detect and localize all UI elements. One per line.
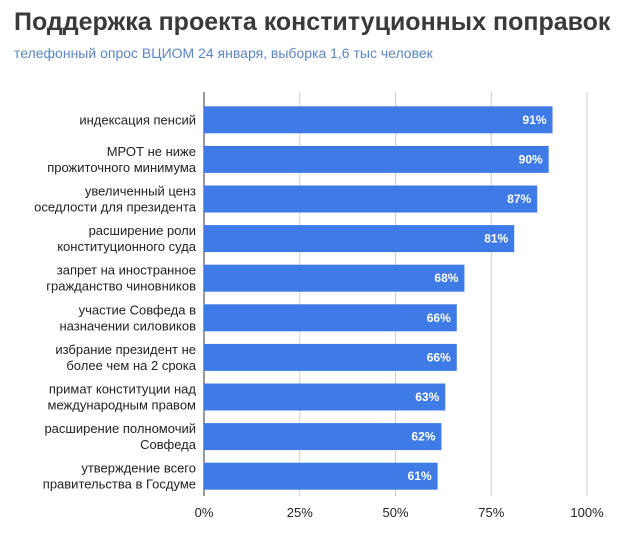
bar-value-label: 87% bbox=[507, 192, 531, 206]
chart-title: Поддержка проекта конституционных поправ… bbox=[14, 8, 611, 36]
category-label: прожиточного минимума bbox=[47, 160, 197, 175]
bar bbox=[204, 383, 446, 411]
bar-value-label: 62% bbox=[411, 430, 435, 444]
category-label: расширение роли bbox=[89, 223, 196, 238]
bar-value-label: 90% bbox=[519, 152, 543, 166]
bar-value-label: 91% bbox=[522, 113, 546, 127]
category-label: оседлости для президента bbox=[34, 200, 197, 215]
category-label: более чем на 2 срока bbox=[66, 358, 196, 373]
bars bbox=[204, 106, 553, 490]
bar bbox=[204, 423, 442, 451]
x-axis-ticks: 0% 25% 50% 75% 100% bbox=[195, 505, 604, 520]
bar-value-label: 68% bbox=[434, 271, 458, 285]
bar-value-label: 63% bbox=[415, 390, 439, 404]
chart-subtitle: телефонный опрос ВЦИОМ 24 января, выборк… bbox=[14, 45, 433, 61]
value-labels: 91% 90% 87% 81% 68% 66% 66% 63% 62% 61% bbox=[408, 113, 547, 483]
bar bbox=[204, 304, 457, 332]
category-label: увеличенный ценз bbox=[85, 184, 196, 199]
bar bbox=[204, 264, 465, 292]
category-label: Совфеда bbox=[140, 437, 197, 452]
x-tick-label: 25% bbox=[287, 505, 313, 520]
bar-value-label: 66% bbox=[427, 311, 451, 325]
category-label: международным правом bbox=[48, 398, 197, 413]
category-label: гражданство чиновников bbox=[46, 279, 196, 294]
x-tick-label: 50% bbox=[382, 505, 408, 520]
category-label: участие Совфеда в bbox=[79, 302, 197, 317]
x-tick-label: 0% bbox=[195, 505, 214, 520]
category-label: конституционного суда bbox=[57, 239, 197, 254]
category-labels: индексация пенсий МРОТ не нижепрожиточног… bbox=[34, 112, 197, 491]
bar-value-label: 81% bbox=[484, 232, 508, 246]
category-label: правительства в Госдуме bbox=[43, 477, 196, 492]
category-label: индексация пенсий bbox=[79, 112, 196, 127]
bar-value-label: 61% bbox=[408, 469, 432, 483]
bar bbox=[204, 462, 438, 490]
x-tick-label: 75% bbox=[478, 505, 504, 520]
bar-value-label: 66% bbox=[427, 350, 451, 364]
x-tick-label: 100% bbox=[570, 505, 604, 520]
bar bbox=[204, 225, 515, 253]
bar bbox=[204, 185, 538, 213]
category-label: МРОТ не ниже bbox=[107, 144, 196, 159]
category-label: утверждение всего bbox=[81, 461, 196, 476]
bar bbox=[204, 343, 457, 371]
category-label: избрание президент не bbox=[55, 342, 196, 357]
bar bbox=[204, 106, 553, 134]
category-label: запрет на иностранное bbox=[57, 263, 196, 278]
category-label: расширение полномочий bbox=[44, 421, 196, 436]
bar bbox=[204, 145, 549, 173]
category-label: назначении силовиков bbox=[59, 318, 196, 333]
category-label: примат конституции над bbox=[49, 382, 197, 397]
